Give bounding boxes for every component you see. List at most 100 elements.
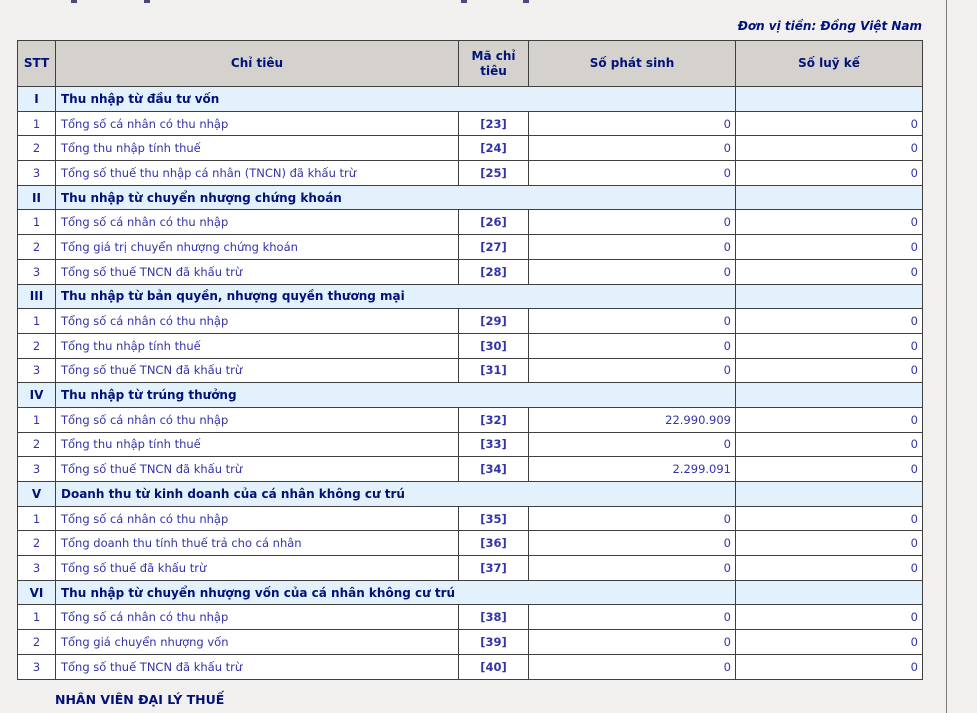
table-row: 3 Tổng số thuế TNCN đã khấu trừ [28] 0 0	[17, 258, 923, 285]
row-index: 2	[17, 332, 56, 359]
table-row: 2 Tổng thu nhập tính thuế [33] 0 0	[17, 431, 923, 458]
luy-ke-cell: 0	[735, 135, 923, 162]
column-header-stt: STT	[17, 40, 56, 87]
section-numeral: VI	[17, 579, 56, 606]
luy-ke-cell: 0	[735, 110, 923, 137]
section-numeral: III	[17, 283, 56, 310]
luy-ke-cell: 0	[735, 505, 923, 532]
phat-sinh-cell[interactable]: 0	[528, 209, 736, 236]
row-index: 2	[17, 135, 56, 162]
row-index: 2	[17, 629, 56, 655]
row-label: Tổng số cá nhân có thu nhập	[55, 406, 459, 433]
section-numeral: II	[17, 184, 56, 211]
section-title: Doanh thu từ kinh doanh của cá nhân khôn…	[55, 481, 736, 507]
phat-sinh-cell[interactable]: 0	[528, 629, 736, 655]
phat-sinh-cell[interactable]: 0	[528, 258, 736, 285]
row-code: [23]	[458, 110, 529, 137]
section-numeral: IV	[17, 382, 56, 408]
phat-sinh-cell[interactable]: 0	[528, 357, 736, 384]
row-index: 1	[17, 308, 56, 334]
panel-divider	[946, 0, 947, 713]
section-header-row: II Thu nhập từ chuyển nhượng chứng khoán	[17, 184, 923, 211]
table-row: 2 Tổng thu nhập tính thuế [30] 0 0	[17, 332, 923, 359]
table-row: 2 Tổng giá chuyển nhượng vốn [39] 0 0	[17, 629, 923, 655]
column-header-ma-chi-tieu: Mã chỉ tiêu	[458, 40, 529, 87]
row-code: [25]	[458, 160, 529, 186]
row-code: [39]	[458, 629, 529, 655]
luy-ke-cell: 0	[735, 160, 923, 186]
luy-ke-cell: 0	[735, 456, 923, 482]
row-code: [24]	[458, 135, 529, 162]
row-label: Tổng số thuế đã khấu trừ	[55, 555, 459, 581]
row-index: 1	[17, 505, 56, 532]
phat-sinh-cell[interactable]: 0	[528, 308, 736, 334]
row-code: [33]	[458, 431, 529, 458]
table-row: 1 Tổng số cá nhân có thu nhập [35] 0 0	[17, 505, 923, 532]
section-title: Thu nhập từ đầu tư vốn	[55, 86, 736, 112]
phat-sinh-cell[interactable]: 0	[528, 505, 736, 532]
section-header-row: IV Thu nhập từ trúng thưởng	[17, 382, 923, 408]
table-row: 1 Tổng số cá nhân có thu nhập [26] 0 0	[17, 209, 923, 236]
luy-ke-cell: 0	[735, 234, 923, 260]
phat-sinh-cell[interactable]: 0	[528, 135, 736, 162]
row-label: Tổng số thuế TNCN đã khấu trừ	[55, 653, 459, 680]
phat-sinh-cell[interactable]: 0	[528, 530, 736, 557]
phat-sinh-cell[interactable]: 0	[528, 604, 736, 631]
row-index: 2	[17, 234, 56, 260]
luy-ke-cell: 0	[735, 357, 923, 384]
table-row: 3 Tổng số thuế thu nhập cá nhân (TNCN) đã…	[17, 160, 923, 186]
luy-ke-cell: 0	[735, 431, 923, 458]
table-row: 3 Tổng số thuế TNCN đã khấu trừ [31] 0 0	[17, 357, 923, 384]
section-luyke-spacer	[735, 86, 923, 112]
row-index: 3	[17, 456, 56, 482]
row-code: [40]	[458, 653, 529, 680]
row-label: Tổng thu nhập tính thuế	[55, 332, 459, 359]
row-code: [37]	[458, 555, 529, 581]
row-label: Tổng số thuế thu nhập cá nhân (TNCN) đã …	[55, 160, 459, 186]
luy-ke-cell: 0	[735, 332, 923, 359]
phat-sinh-cell[interactable]: 0	[528, 332, 736, 359]
phat-sinh-cell[interactable]: 0	[528, 160, 736, 186]
phat-sinh-cell[interactable]: 0	[528, 431, 736, 458]
row-label: Tổng số cá nhân có thu nhập	[55, 110, 459, 137]
column-header-chi-tieu: Chỉ tiêu	[55, 40, 459, 87]
table-row: 3 Tổng số thuế TNCN đã khấu trừ [34] 2.299.…	[17, 456, 923, 482]
column-header-so-phat-sinh: Số phát sinh	[528, 40, 736, 87]
row-index: 3	[17, 555, 56, 581]
table-row: 3 Tổng số thuế TNCN đã khấu trừ [40] 0 0	[17, 653, 923, 680]
luy-ke-cell: 0	[735, 530, 923, 557]
row-code: [29]	[458, 308, 529, 334]
row-label: Tổng thu nhập tính thuế	[55, 431, 459, 458]
luy-ke-cell: 0	[735, 555, 923, 581]
row-index: 3	[17, 653, 56, 680]
row-index: 1	[17, 110, 56, 137]
table-row: 2 Tổng thu nhập tính thuế [24] 0 0	[17, 135, 923, 162]
row-label: Tổng giá chuyển nhượng vốn	[55, 629, 459, 655]
table-row: 1 Tổng số cá nhân có thu nhập [32] 22.990.9…	[17, 406, 923, 433]
luy-ke-cell: 0	[735, 604, 923, 631]
phat-sinh-cell[interactable]: 2.299.091	[528, 456, 736, 482]
phat-sinh-cell[interactable]: 0	[528, 234, 736, 260]
table-header-row: STT Chỉ tiêu Mã chỉ tiêu Số phát sinh Số…	[17, 40, 923, 87]
section-title: Thu nhập từ bản quyền, nhượng quyền thươ…	[55, 283, 736, 310]
table-row: 1 Tổng số cá nhân có thu nhập [38] 0 0	[17, 604, 923, 631]
row-label: Tổng số cá nhân có thu nhập	[55, 505, 459, 532]
row-label: Tổng số thuế TNCN đã khấu trừ	[55, 258, 459, 285]
section-header-row: V Doanh thu từ kinh doanh của cá nhân khô…	[17, 481, 923, 507]
row-label: Tổng thu nhập tính thuế	[55, 135, 459, 162]
section-numeral: V	[17, 481, 56, 507]
column-header-so-luy-ke: Số luỹ kế	[735, 40, 923, 87]
phat-sinh-cell[interactable]: 22.990.909	[528, 406, 736, 433]
row-index: 3	[17, 160, 56, 186]
row-label: Tổng số cá nhân có thu nhập	[55, 209, 459, 236]
row-code: [27]	[458, 234, 529, 260]
row-label: Tổng doanh thu tính thuế trả cho cá nhân	[55, 530, 459, 557]
clipped-text-fragment	[461, 0, 467, 3]
phat-sinh-cell[interactable]: 0	[528, 555, 736, 581]
phat-sinh-cell[interactable]: 0	[528, 653, 736, 680]
section-luyke-spacer	[735, 283, 923, 310]
table-body: I Thu nhập từ đầu tư vốn 1 Tổng số cá nhân …	[17, 86, 923, 680]
row-code: [36]	[458, 530, 529, 557]
row-code: [31]	[458, 357, 529, 384]
phat-sinh-cell[interactable]: 0	[528, 110, 736, 137]
